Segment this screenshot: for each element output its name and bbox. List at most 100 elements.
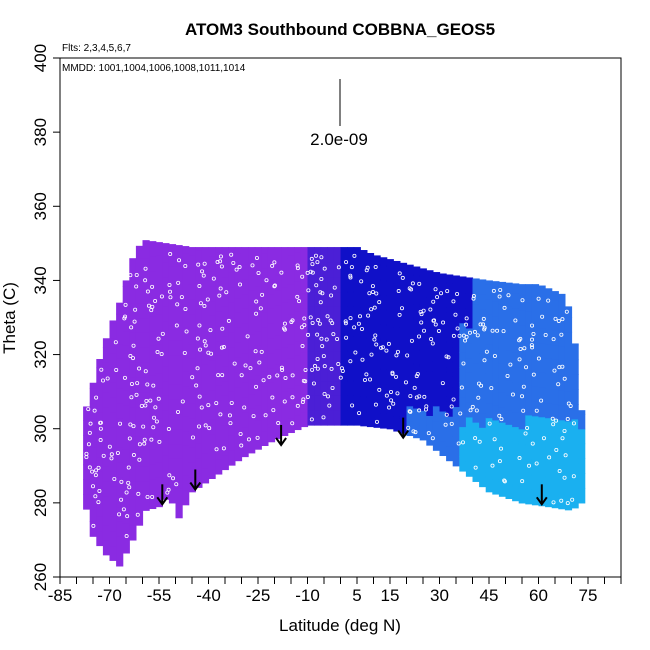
- sample-point: [290, 373, 295, 378]
- sample-point: [397, 271, 402, 276]
- heatmap-cell: [175, 502, 183, 519]
- heatmap-cell: [492, 375, 500, 391]
- heatmap-cell: [538, 285, 546, 299]
- heatmap-cell: [234, 252, 243, 269]
- sample-point: [151, 383, 156, 388]
- wind-arrows: [156, 417, 548, 507]
- heatmap-cell: [294, 370, 302, 386]
- heatmap-cell: [122, 523, 130, 539]
- sample-point: [440, 381, 445, 386]
- sample-point: [221, 345, 226, 350]
- sample-point: [202, 261, 207, 266]
- heatmap-cell: [129, 436, 137, 452]
- heatmap-cell: [116, 313, 124, 330]
- sample-point: [168, 295, 173, 300]
- heatmap-cell: [320, 350, 328, 367]
- heatmap-cell: [142, 302, 150, 319]
- heatmap-cell: [340, 276, 348, 293]
- heatmap-cell: [366, 352, 375, 368]
- heatmap-cell: [366, 252, 375, 264]
- sample-point: [562, 428, 567, 433]
- heatmap-cell: [551, 359, 559, 375]
- heatmap-cell: [492, 390, 500, 406]
- x-tick-label: -25: [246, 586, 271, 605]
- sample-point: [348, 316, 353, 321]
- sample-point: [520, 479, 525, 484]
- sample-point: [302, 323, 307, 328]
- sample-point: [340, 368, 345, 373]
- heatmap-cell: [188, 417, 196, 434]
- heatmap-cell: [175, 265, 183, 282]
- sample-point: [433, 287, 438, 292]
- heatmap-cell: [96, 367, 104, 383]
- heatmap-cell: [538, 372, 546, 388]
- sample-point: [449, 404, 454, 409]
- heatmap-cell: [571, 359, 579, 375]
- heatmap-cell: [465, 431, 474, 448]
- heatmap-cell: [498, 347, 507, 364]
- heatmap-cell: [432, 316, 441, 333]
- heatmap-cell: [545, 462, 553, 478]
- heatmap-cell: [234, 356, 243, 373]
- sample-point: [211, 276, 216, 281]
- heatmap-cell: [558, 301, 566, 317]
- heatmap-cell: [347, 306, 355, 322]
- heatmap-cell: [551, 492, 559, 509]
- heatmap-cell: [241, 412, 249, 428]
- sample-point: [257, 360, 262, 365]
- heatmap-cell: [287, 254, 295, 270]
- heatmap-cell: [221, 321, 229, 337]
- sample-point: [272, 284, 277, 289]
- heatmap-cell: [294, 266, 302, 282]
- heatmap-cell: [261, 386, 269, 402]
- heatmap-cell: [274, 423, 282, 439]
- heatmap-cell: [578, 428, 586, 445]
- heatmap-cell: [89, 491, 97, 508]
- heatmap-cell: [538, 298, 546, 314]
- heatmap-cell: [518, 428, 526, 445]
- sample-point: [329, 293, 334, 298]
- sample-point: [478, 322, 483, 327]
- heatmap-cell: [531, 326, 540, 343]
- heatmap-cell: [393, 312, 401, 328]
- sample-point: [200, 269, 205, 274]
- heatmap-cell: [162, 276, 170, 293]
- heatmap-cell: [129, 258, 137, 274]
- heatmap-cell: [201, 319, 210, 336]
- heatmap-cell: [512, 456, 520, 472]
- heatmap-cell: [485, 387, 493, 404]
- heatmap-cell: [399, 262, 408, 271]
- sample-point: [474, 408, 479, 413]
- sample-point: [121, 507, 126, 512]
- heatmap-cell: [512, 367, 520, 383]
- heatmap-cell: [149, 419, 157, 435]
- heatmap-cell: [155, 254, 163, 270]
- sample-point: [279, 365, 284, 370]
- heatmap-cell: [168, 354, 177, 370]
- sample-point: [275, 373, 280, 378]
- heatmap-cell: [83, 494, 91, 510]
- heatmap-cell: [518, 384, 526, 400]
- sample-point: [305, 394, 310, 399]
- heatmap-cell: [162, 454, 170, 471]
- heatmap-cell: [498, 407, 507, 423]
- heatmap-cell: [413, 318, 421, 335]
- heatmap-cell: [360, 277, 368, 293]
- heatmap-cell: [116, 521, 124, 537]
- heatmap-cell: [248, 319, 256, 335]
- heatmap-cell: [446, 416, 454, 432]
- heatmap-cell: [215, 429, 223, 445]
- heatmap-cell: [221, 336, 229, 352]
- sample-point: [157, 439, 162, 444]
- heatmap-cell: [452, 332, 460, 348]
- sample-point: [391, 401, 396, 406]
- heatmap-cell: [195, 383, 203, 399]
- heatmap-cell: [175, 339, 183, 356]
- heatmap-cell: [182, 341, 190, 358]
- heatmap-cell: [129, 406, 137, 422]
- heatmap-cell: [234, 297, 243, 313]
- heatmap-cell: [386, 265, 394, 282]
- sample-point: [282, 399, 287, 404]
- heatmap-cell: [287, 298, 295, 315]
- sample-point: [174, 323, 179, 328]
